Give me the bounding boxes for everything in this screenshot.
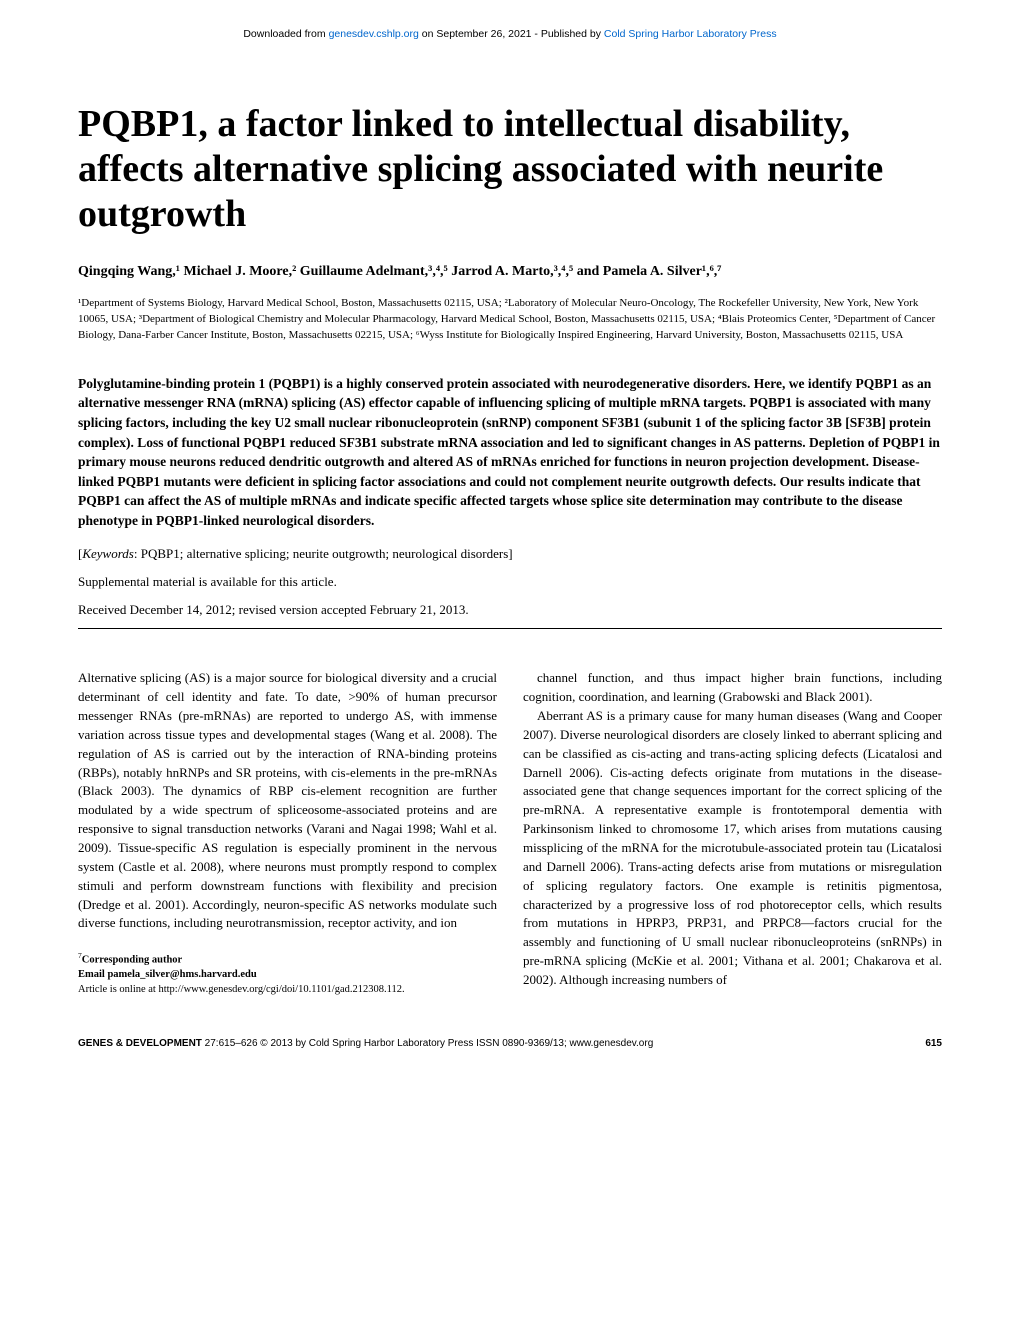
download-mid: on September 26, 2021 - Published by (419, 28, 604, 40)
footer-meta: 27:615–626 © 2013 by Cold Spring Harbor … (202, 1038, 653, 1049)
authors-list: Qingqing Wang,¹ Michael J. Moore,² Guill… (78, 262, 942, 282)
keywords-text: : PQBP1; alternative splicing; neurite o… (134, 546, 513, 561)
corr-doi: Article is online at http://www.genesdev… (78, 983, 497, 998)
page-number: 615 (925, 1038, 942, 1049)
footer-left: GENES & DEVELOPMENT 27:615–626 © 2013 by… (78, 1038, 653, 1049)
download-prefix: Downloaded from (243, 28, 328, 40)
keywords-line: [Keywords: PQBP1; alternative splicing; … (78, 546, 942, 562)
download-header: Downloaded from genesdev.cshlp.org on Se… (78, 28, 942, 40)
corresponding-author-block: 7Corresponding author Email pamela_silve… (78, 951, 497, 998)
received-dates: Received December 14, 2012; revised vers… (78, 602, 942, 618)
download-source-link[interactable]: genesdev.cshlp.org (329, 28, 419, 40)
article-title: PQBP1, a factor linked to intellectual d… (78, 102, 942, 236)
footer-journal: GENES & DEVELOPMENT (78, 1038, 202, 1049)
publisher-link[interactable]: Cold Spring Harbor Laboratory Press (604, 28, 777, 40)
separator-rule (78, 628, 942, 629)
keywords-label: Keywords (82, 546, 134, 561)
abstract-text: Polyglutamine-binding protein 1 (PQBP1) … (78, 374, 942, 531)
corr-email: pamela_silver@hms.harvard.edu (107, 969, 256, 980)
author-affiliations: ¹Department of Systems Biology, Harvard … (78, 296, 942, 344)
body-paragraph: Alternative splicing (AS) is a major sou… (78, 669, 497, 933)
body-columns: Alternative splicing (AS) is a major sou… (78, 669, 942, 997)
page-container: Downloaded from genesdev.cshlp.org on Se… (0, 0, 1020, 1079)
body-paragraph: channel function, and thus impact higher… (523, 669, 942, 707)
corr-label: Corresponding author (82, 955, 182, 966)
footer-right: 615 (925, 1038, 942, 1049)
corr-email-label: Email (78, 969, 107, 980)
page-footer: GENES & DEVELOPMENT 27:615–626 © 2013 by… (78, 1032, 942, 1049)
supplemental-note: Supplemental material is available for t… (78, 574, 942, 590)
body-paragraph: Aberrant AS is a primary cause for many … (523, 707, 942, 990)
